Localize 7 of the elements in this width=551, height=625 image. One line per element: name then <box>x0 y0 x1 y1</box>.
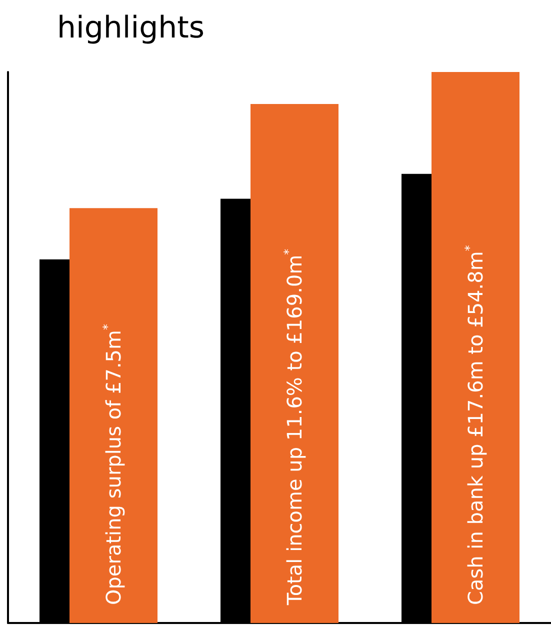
bar <box>432 72 520 623</box>
bar <box>250 104 338 623</box>
bar <box>70 208 158 623</box>
x-tick-label: Total income up 11.6% to £169.0m* <box>282 248 306 606</box>
x-tick-label: Operating surplus of £7.5m* <box>100 324 126 605</box>
x-tick-label: Cash in bank up £17.6m to £54.8m* <box>462 245 488 605</box>
chart-title: highlights <box>57 10 205 46</box>
